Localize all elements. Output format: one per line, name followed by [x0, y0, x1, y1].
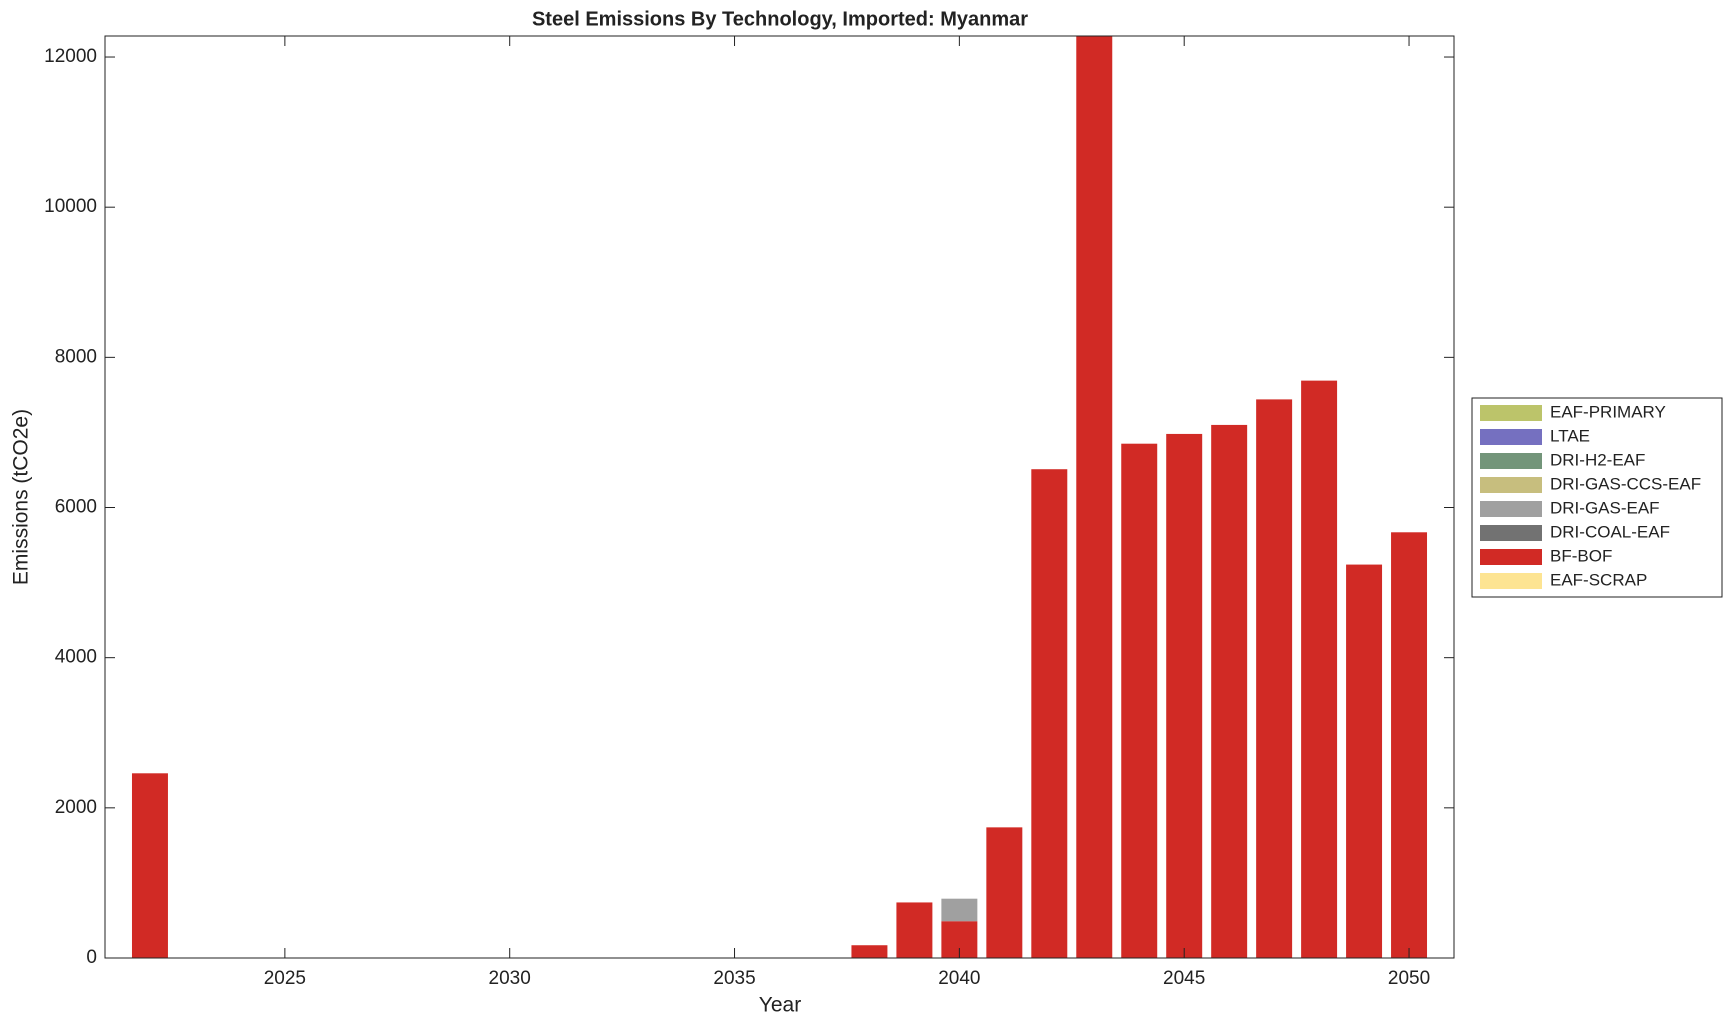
y-tick-label: 4000	[55, 647, 97, 668]
bar-segment	[131, 773, 168, 958]
legend-swatch	[1480, 453, 1542, 469]
x-tick-label: 2030	[489, 968, 531, 989]
bar-segment	[1076, 36, 1113, 958]
y-axis-label: Emissions (tCO2e)	[10, 409, 33, 585]
legend-label: EAF-PRIMARY	[1550, 402, 1666, 421]
bar-segment	[1121, 443, 1158, 958]
y-tick-label: 12000	[44, 46, 97, 67]
bar-segment	[1256, 399, 1293, 958]
bar-segment	[1301, 380, 1338, 958]
bar-segment	[941, 898, 978, 922]
bar-segment	[1166, 433, 1203, 958]
legend-label: DRI-GAS-EAF	[1550, 498, 1660, 517]
bars	[131, 36, 1428, 958]
x-tick-label: 2035	[713, 968, 755, 989]
legend-swatch	[1480, 429, 1542, 445]
bar-segment	[986, 827, 1023, 958]
legend-label: DRI-COAL-EAF	[1550, 522, 1670, 541]
legend-label: DRI-H2-EAF	[1550, 450, 1645, 469]
legend-swatch	[1480, 405, 1542, 421]
bar-segment	[896, 902, 933, 958]
y-tick-label: 0	[86, 947, 97, 968]
plot-frame	[104, 35, 1455, 959]
legend-label: EAF-SCRAP	[1550, 570, 1647, 589]
bar-segment	[1391, 532, 1428, 958]
bar-segment	[1211, 424, 1248, 958]
bar-segment	[1346, 564, 1383, 958]
chart-title: Steel Emissions By Technology, Imported:…	[532, 8, 1028, 30]
legend-swatch	[1480, 573, 1542, 589]
y-tick-label: 8000	[55, 346, 97, 367]
x-axis-label: Year	[759, 994, 801, 1017]
legend-swatch	[1480, 525, 1542, 541]
legend-label: LTAE	[1550, 426, 1590, 445]
bar-segment	[1031, 469, 1068, 958]
legend-swatch	[1480, 477, 1542, 493]
y-tick-label: 10000	[44, 196, 97, 217]
legend-label: DRI-GAS-CCS-EAF	[1550, 474, 1701, 493]
bar-segment	[851, 945, 888, 958]
legend-label: BF-BOF	[1550, 546, 1612, 565]
y-tick-label: 2000	[55, 797, 97, 818]
x-tick-label: 2050	[1388, 968, 1430, 989]
x-tick-label: 2025	[264, 968, 306, 989]
x-tick-label: 2045	[1163, 968, 1205, 989]
legend-swatch	[1480, 549, 1542, 565]
x-tick-label: 2040	[938, 968, 980, 989]
legend-swatch	[1480, 501, 1542, 517]
y-tick-label: 6000	[55, 497, 97, 518]
